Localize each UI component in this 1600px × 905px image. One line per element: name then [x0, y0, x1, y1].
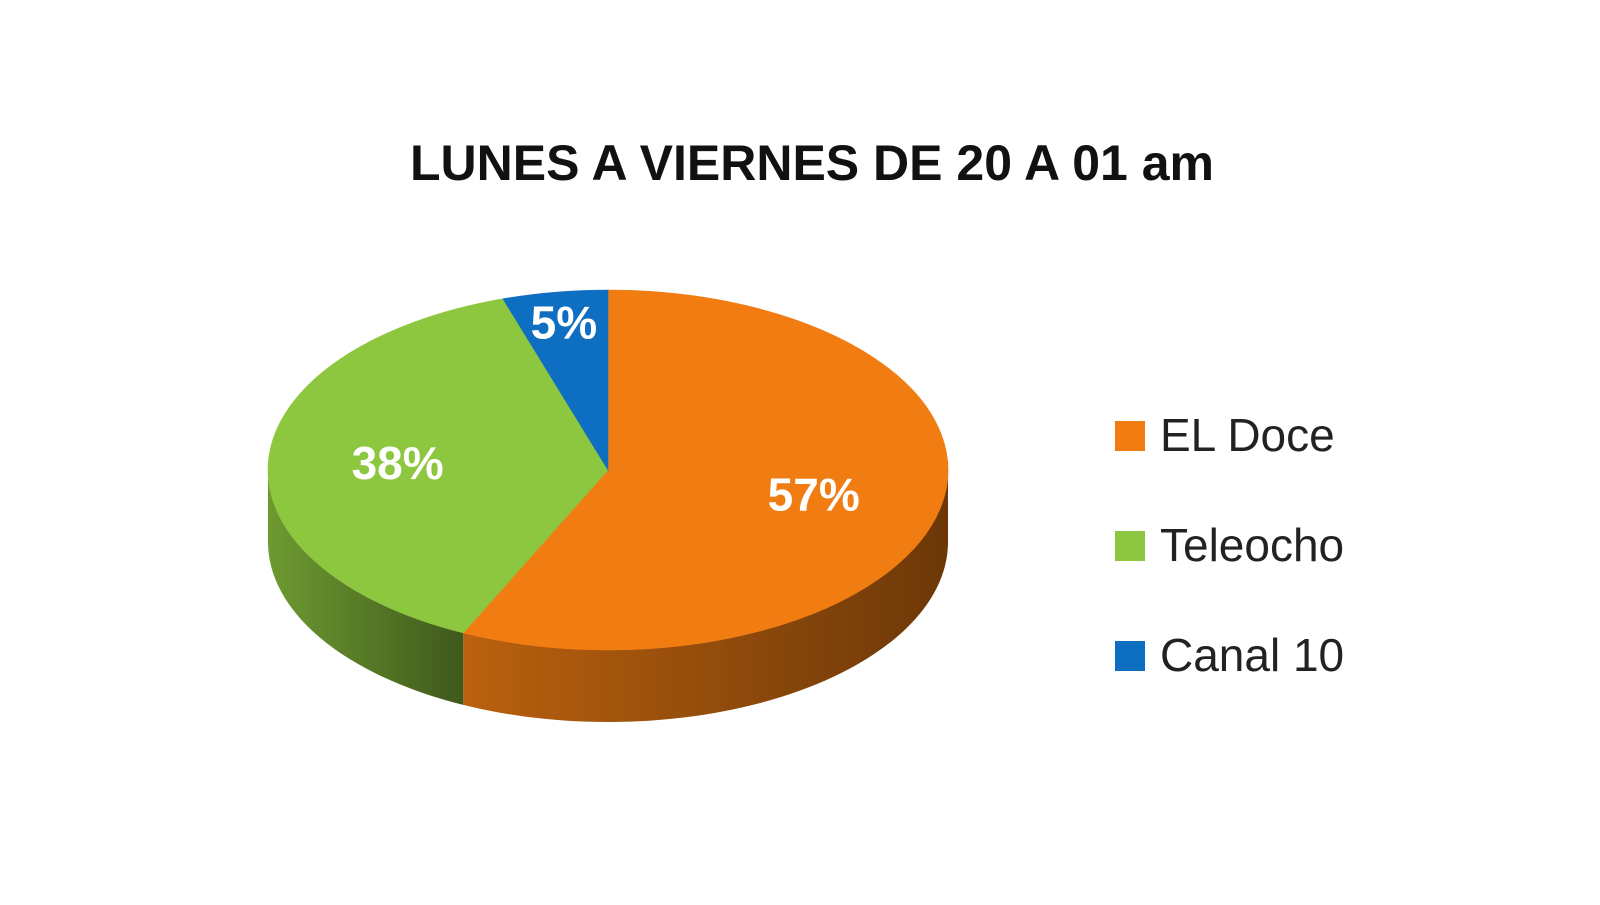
data-label-teleocho: 38% [352, 437, 444, 489]
data-label-canal-10: 5% [531, 296, 597, 348]
pie-slice-canal-10 [502, 289, 609, 472]
legend-item-teleocho: Teleocho [1115, 519, 1344, 571]
pie-sides [268, 470, 948, 722]
pie-side-el-doce [463, 470, 948, 722]
pie-slice-teleocho [267, 298, 609, 634]
legend-swatch-canal-10 [1115, 641, 1145, 671]
data-label-el-doce: 57% [768, 468, 860, 520]
legend-item-el-doce: EL Doce [1115, 409, 1335, 461]
pie-side-teleocho [268, 470, 464, 705]
legend-label-teleocho: Teleocho [1160, 519, 1344, 571]
legend-item-canal-10: Canal 10 [1115, 629, 1344, 681]
legend-swatch-el-doce [1115, 421, 1145, 451]
legend-label-el-doce: EL Doce [1160, 409, 1335, 461]
pie-tops [267, 289, 949, 651]
legend-swatch-teleocho [1115, 531, 1145, 561]
pie-data-labels: 57% 38% 5% [352, 296, 860, 520]
chart-title: LUNES A VIERNES DE 20 A 01 am [410, 135, 1214, 191]
pie-slice-el-doce [462, 289, 949, 651]
legend: EL Doce Teleocho Canal 10 [1115, 409, 1344, 681]
legend-label-canal-10: Canal 10 [1160, 629, 1344, 681]
